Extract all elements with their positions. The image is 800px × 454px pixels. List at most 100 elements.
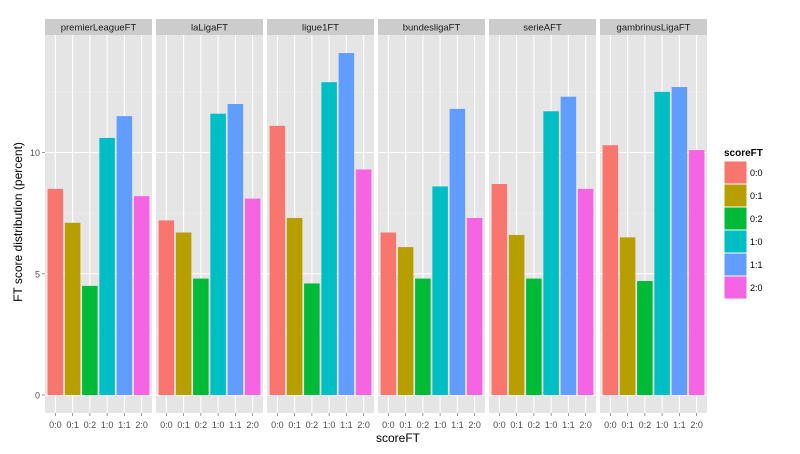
x-tick-label: 0:0 bbox=[382, 420, 395, 430]
bar-serieAFT-2:0 bbox=[577, 188, 594, 395]
x-tick-label: 0:2 bbox=[84, 420, 97, 430]
x-tick-label: 2:0 bbox=[468, 420, 481, 430]
bar-ligue1FT-0:2 bbox=[304, 283, 320, 395]
bar-ligue1FT-1:1 bbox=[338, 53, 355, 395]
legend-key-0:0 bbox=[724, 161, 747, 184]
facet-panel-bundesligaFT: bundesligaFT 0:0 0:1 0:2 1:0 1:1 2:0 bbox=[378, 19, 485, 430]
legend-key-0:2 bbox=[724, 207, 747, 230]
facet-strip bbox=[45, 19, 152, 35]
x-tick-label: 0:2 bbox=[306, 420, 319, 430]
y-axis-title: FT score distribution (percent) bbox=[11, 142, 25, 302]
bar-ligue1FT-2:0 bbox=[355, 169, 372, 395]
bar-gambrinusLigaFT-1:0 bbox=[654, 91, 670, 395]
legend-key-1:0 bbox=[724, 230, 747, 253]
bar-bundesligaFT-0:2 bbox=[415, 278, 431, 395]
bar-laLigaFT-0:0 bbox=[158, 220, 175, 395]
x-tick-label: 2:0 bbox=[135, 420, 148, 430]
x-tick-label: 0:0 bbox=[271, 420, 284, 430]
facet-strip-label: premierLeagueFT bbox=[61, 23, 137, 34]
x-tick-label: 0:1 bbox=[399, 420, 412, 430]
bar-serieAFT-0:1 bbox=[508, 234, 525, 395]
x-tick-label: 0:1 bbox=[288, 420, 301, 430]
facet-panel-serieAFT: serieAFT 0:0 0:1 0:2 1:0 1:1 2:0 bbox=[489, 19, 596, 430]
x-tick-label: 1:0 bbox=[656, 420, 669, 430]
bar-premierLeagueFT-1:1 bbox=[116, 116, 133, 395]
x-axis-title: scoreFT bbox=[376, 431, 421, 445]
bar-ligue1FT-0:1 bbox=[286, 217, 303, 395]
x-tick-label: 1:0 bbox=[212, 420, 225, 430]
facet-strip-label: serieAFT bbox=[523, 23, 562, 34]
bar-laLigaFT-0:1 bbox=[175, 232, 192, 395]
bar-premierLeagueFT-0:2 bbox=[82, 285, 98, 395]
bar-bundesligaFT-0:1 bbox=[397, 247, 414, 395]
legend-key-0:1 bbox=[724, 184, 747, 207]
x-tick-label: 0:0 bbox=[160, 420, 173, 430]
facet-strip-label: laLigaFT bbox=[191, 23, 228, 34]
legend: scoreFT 0:0 0:1 0:2 1:0 1:1 2:0 bbox=[723, 148, 763, 300]
legend-label: 2:0 bbox=[750, 283, 763, 293]
x-tick-label: 2:0 bbox=[690, 420, 703, 430]
x-tick-label: 2:0 bbox=[579, 420, 592, 430]
bar-serieAFT-1:1 bbox=[560, 96, 577, 395]
bar-gambrinusLigaFT-0:1 bbox=[619, 237, 636, 395]
bar-bundesligaFT-2:0 bbox=[466, 217, 483, 395]
y-tick-label: 10 bbox=[30, 148, 40, 158]
x-tick-label: 0:0 bbox=[49, 420, 62, 430]
facet-strip bbox=[489, 19, 596, 35]
bar-laLigaFT-0:2 bbox=[193, 278, 209, 395]
bar-premierLeagueFT-0:1 bbox=[64, 222, 81, 395]
legend-label: 1:0 bbox=[750, 237, 763, 247]
legend-label: 0:2 bbox=[750, 214, 763, 224]
x-tick-label: 0:2 bbox=[195, 420, 208, 430]
x-tick-label: 0:0 bbox=[493, 420, 506, 430]
bar-premierLeagueFT-0:0 bbox=[47, 188, 64, 395]
facet-panel-gambrinusLigaFT: gambrinusLigaFT 0:0 0:1 0:2 1:0 1:1 2:0 bbox=[600, 19, 707, 430]
bar-gambrinusLigaFT-0:2 bbox=[637, 281, 653, 395]
facet-strip bbox=[378, 19, 485, 35]
x-tick-label: 2:0 bbox=[246, 420, 259, 430]
x-tick-label: 0:1 bbox=[177, 420, 190, 430]
x-tick-label: 1:1 bbox=[562, 420, 575, 430]
bar-bundesligaFT-0:0 bbox=[380, 232, 397, 395]
bar-premierLeagueFT-1:0 bbox=[99, 137, 115, 395]
bar-bundesligaFT-1:1 bbox=[449, 108, 466, 395]
x-tick-label: 1:0 bbox=[545, 420, 558, 430]
x-tick-label: 1:1 bbox=[451, 420, 464, 430]
facet-strip-label: ligue1FT bbox=[302, 23, 339, 34]
legend-label: 0:0 bbox=[750, 168, 763, 178]
x-tick-label: 1:1 bbox=[673, 420, 686, 430]
y-axis: 0 5 10 bbox=[30, 148, 45, 401]
x-tick-label: 1:0 bbox=[101, 420, 114, 430]
bar-gambrinusLigaFT-2:0 bbox=[688, 150, 705, 395]
x-tick-label: 1:0 bbox=[323, 420, 336, 430]
bar-laLigaFT-2:0 bbox=[244, 198, 261, 395]
x-tick-label: 1:1 bbox=[340, 420, 353, 430]
facet-strip bbox=[600, 19, 707, 35]
x-tick-label: 1:1 bbox=[118, 420, 131, 430]
bar-gambrinusLigaFT-1:1 bbox=[671, 87, 688, 396]
facet-panel-premierLeagueFT: premierLeagueFT 0:0 0:1 0:2 1:0 1:1 2:0 bbox=[45, 19, 152, 430]
x-tick-label: 0:0 bbox=[604, 420, 617, 430]
bar-serieAFT-1:0 bbox=[543, 111, 559, 396]
bar-ligue1FT-1:0 bbox=[321, 82, 337, 396]
facet-panel-laLigaFT: laLigaFT 0:0 0:1 0:2 1:0 1:1 2:0 bbox=[156, 19, 263, 430]
legend-label: 1:1 bbox=[750, 260, 763, 270]
bar-ligue1FT-0:0 bbox=[269, 125, 286, 395]
facet-strip-label: gambrinusLigaFT bbox=[617, 23, 691, 34]
bar-bundesligaFT-1:0 bbox=[432, 186, 448, 395]
bar-laLigaFT-1:0 bbox=[210, 113, 226, 395]
legend-label: 0:1 bbox=[750, 191, 763, 201]
legend-title: scoreFT bbox=[724, 148, 763, 159]
facet-strip-label: bundesligaFT bbox=[403, 23, 461, 34]
x-tick-label: 0:2 bbox=[528, 420, 541, 430]
x-tick-label: 2:0 bbox=[357, 420, 370, 430]
x-tick-label: 1:1 bbox=[229, 420, 242, 430]
y-tick-label: 5 bbox=[35, 269, 40, 279]
y-tick-label: 0 bbox=[35, 391, 40, 401]
x-tick-label: 0:2 bbox=[417, 420, 430, 430]
facet-strip bbox=[267, 19, 374, 35]
x-tick-label: 0:2 bbox=[639, 420, 652, 430]
x-tick-label: 0:1 bbox=[66, 420, 79, 430]
